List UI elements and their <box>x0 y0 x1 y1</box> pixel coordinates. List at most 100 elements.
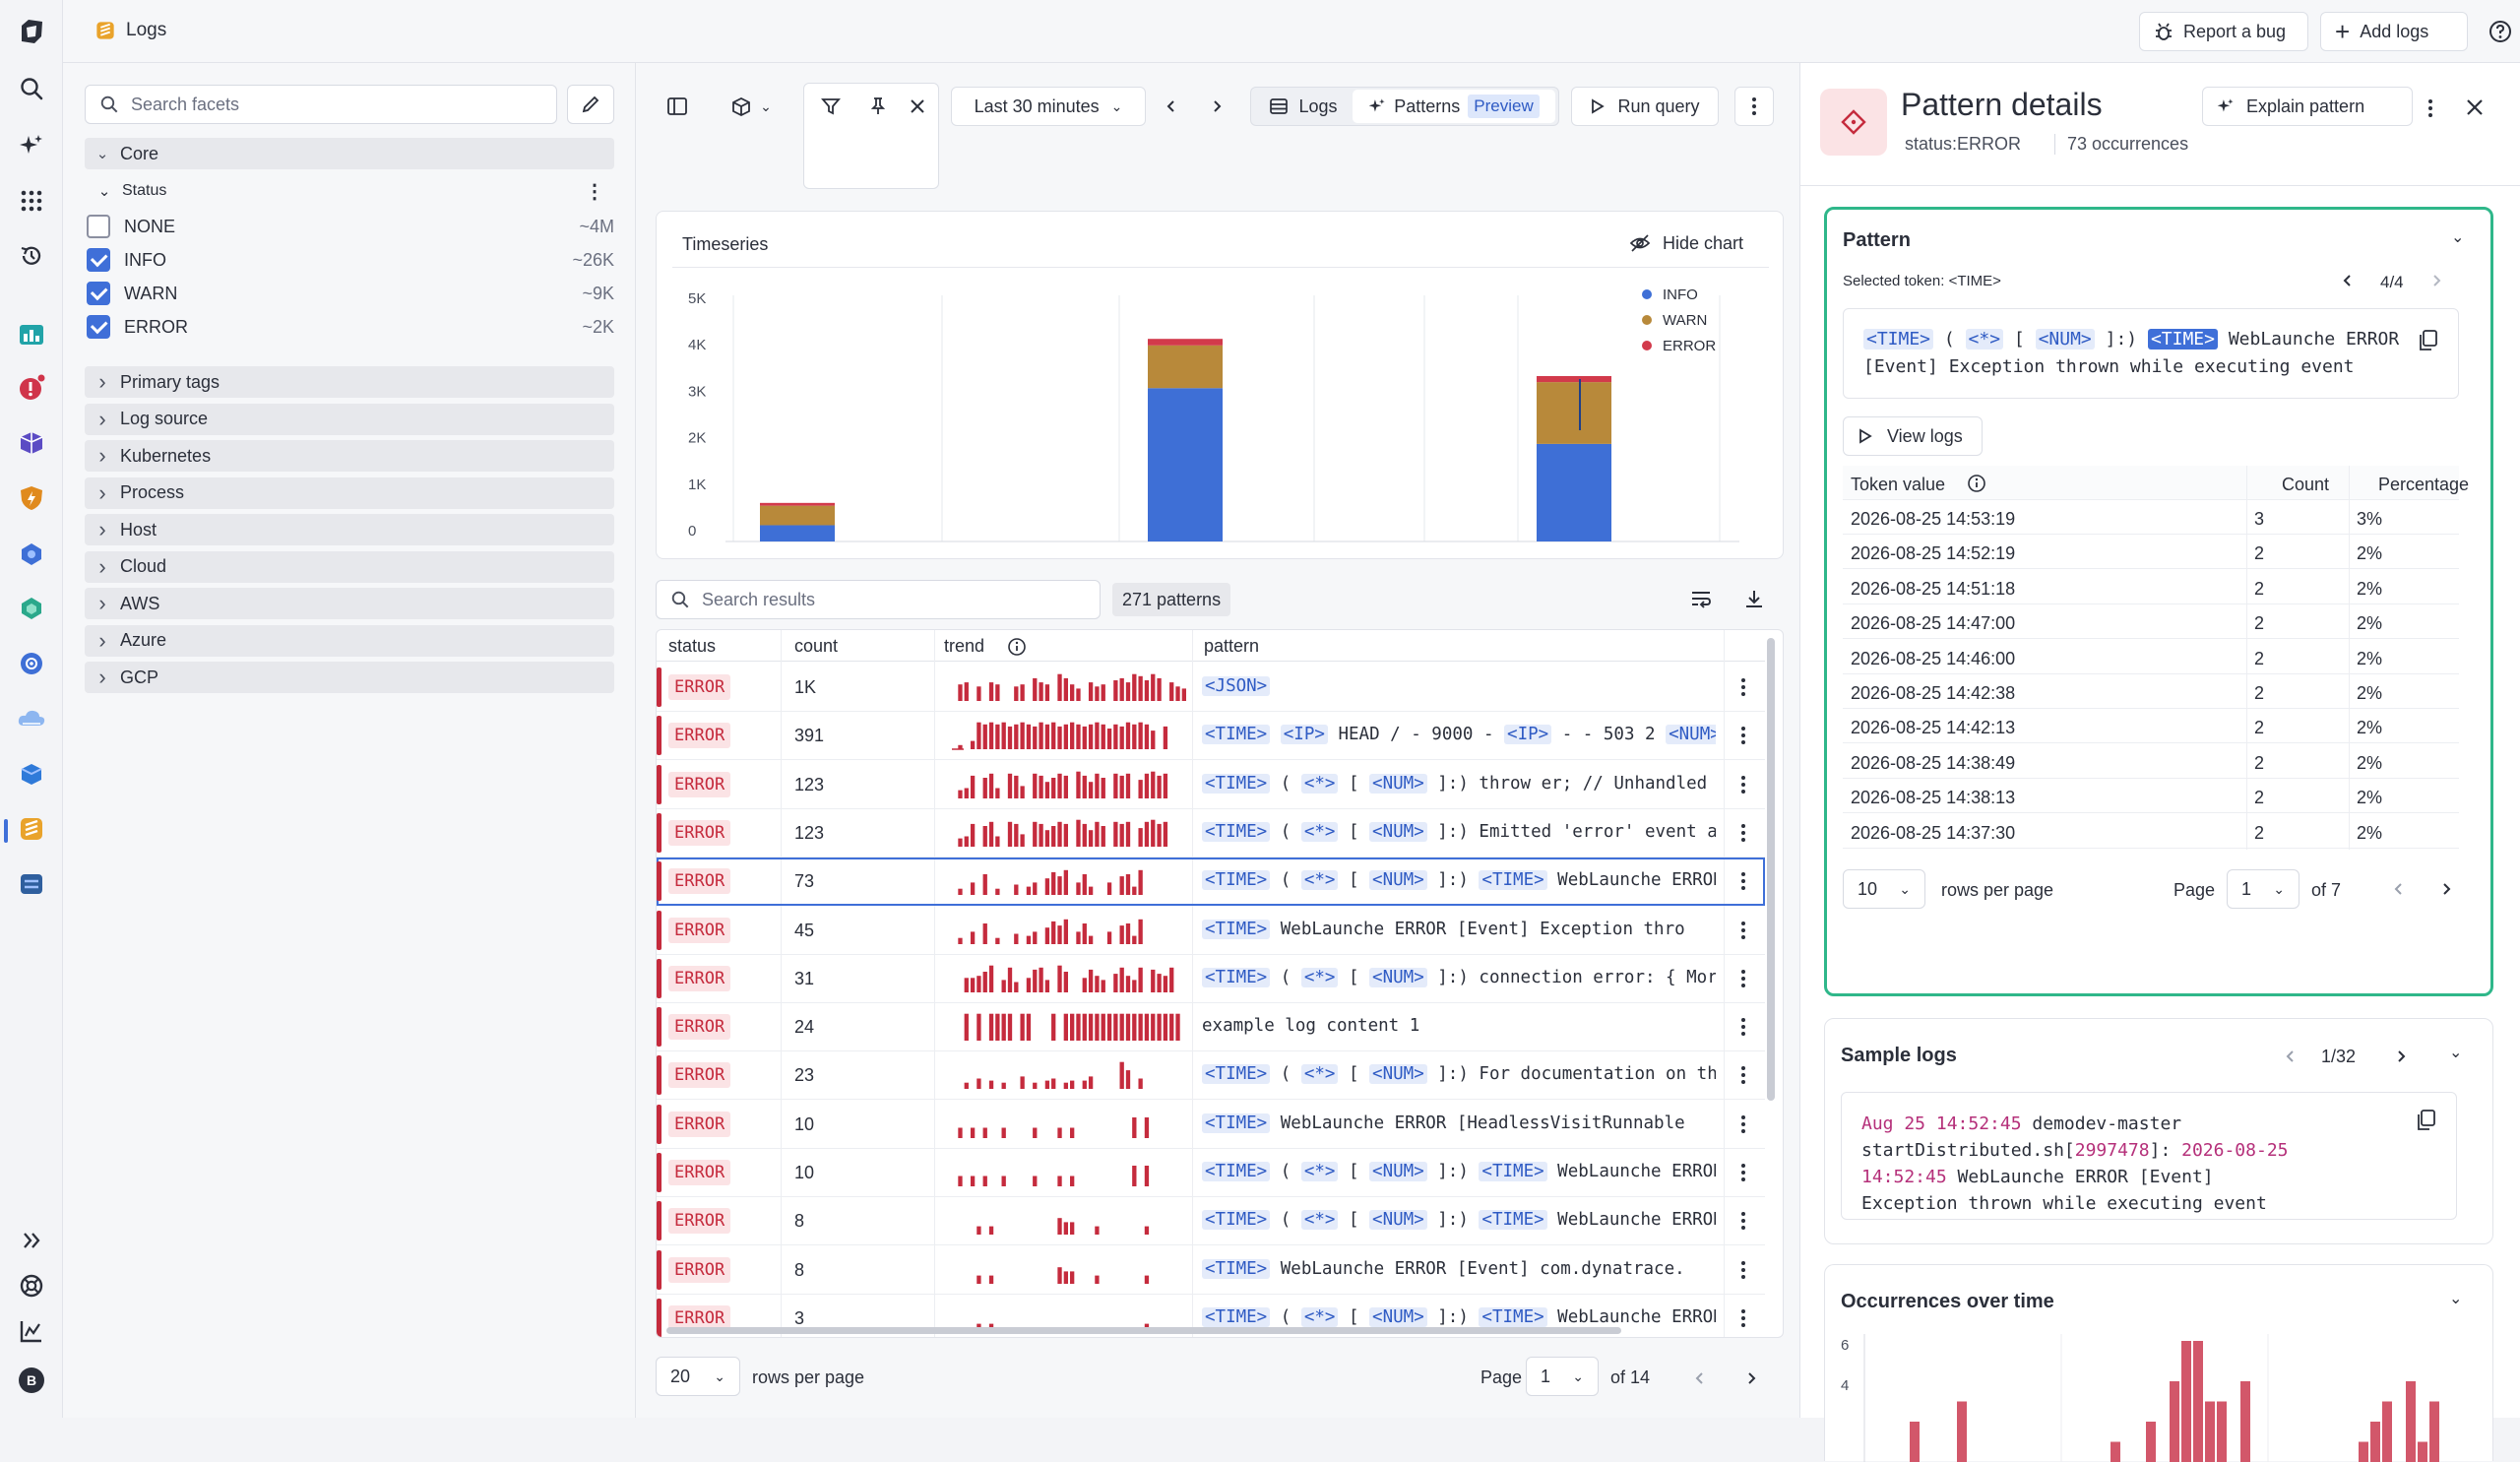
col-count[interactable]: count <box>794 636 838 657</box>
horizontal-scrollbar[interactable] <box>666 1327 1621 1334</box>
row-menu-icon[interactable] <box>1733 773 1753 796</box>
row-menu-icon[interactable] <box>1733 1258 1753 1282</box>
facet-group[interactable]: ›Kubernetes <box>85 440 614 472</box>
tab-patterns[interactable]: Patterns Preview <box>1353 90 1555 123</box>
col-token-value[interactable]: Token value <box>1851 475 1945 495</box>
facet-group[interactable]: ›Log source <box>85 404 614 435</box>
pattern-token[interactable]: <TIME> <box>1202 774 1270 794</box>
facet-status-option[interactable]: NONE~4M <box>87 211 614 242</box>
row-menu-icon[interactable] <box>1733 675 1753 699</box>
pattern-token[interactable]: <*> <box>1966 329 2004 350</box>
facet-status-option[interactable]: INFO~26K <box>87 244 614 276</box>
pattern-token[interactable]: <*> <box>1301 1064 1339 1084</box>
token-prev-icon[interactable] <box>2341 273 2355 293</box>
pattern-token[interactable]: <TIME> <box>1202 870 1270 890</box>
row-menu-icon[interactable] <box>1733 1161 1753 1184</box>
toggle-sidebar-icon[interactable] <box>658 87 697 126</box>
explain-pattern-button[interactable]: Explain pattern <box>2202 87 2413 126</box>
pattern-token[interactable]: <*> <box>1301 870 1339 890</box>
row-menu-icon[interactable] <box>1733 869 1753 893</box>
pattern-token[interactable]: <NUM> <box>1369 1210 1427 1230</box>
pin-icon[interactable] <box>860 87 896 126</box>
bar-error[interactable] <box>760 503 835 506</box>
pattern-token[interactable]: <TIME> <box>1202 725 1270 744</box>
dynatrace-logo-icon[interactable] <box>16 16 47 47</box>
view-logs-button[interactable]: View logs <box>1843 416 1983 456</box>
col-count[interactable]: Count <box>2282 475 2329 495</box>
copy-icon[interactable] <box>2417 329 2438 357</box>
facet-group[interactable]: ›Process <box>85 477 614 509</box>
pattern-token[interactable]: <*> <box>1301 1210 1339 1230</box>
facet-group[interactable]: ›Cloud <box>85 551 614 583</box>
sample-next-icon[interactable] <box>2394 1049 2408 1069</box>
facet-status-option[interactable]: WARN~9K <box>87 278 614 309</box>
pattern-token[interactable]: <TIME> <box>1479 1162 1546 1181</box>
timeframe-prev-icon[interactable] <box>1154 87 1189 126</box>
pattern-token[interactable]: <TIME> <box>2148 329 2218 350</box>
copy-icon[interactable] <box>2415 1109 2436 1137</box>
pattern-token[interactable]: <TIME> <box>1202 1259 1270 1279</box>
pattern-token[interactable]: <NUM> <box>1369 1162 1427 1181</box>
tab-logs[interactable]: Logs <box>1256 87 1351 126</box>
sparkle-icon[interactable] <box>16 130 47 161</box>
facet-status-header[interactable]: ⌄ Status ⋮ <box>87 175 614 207</box>
pattern-token[interactable]: <TIME> <box>1479 870 1546 890</box>
pattern-token[interactable]: <TIME> <box>1863 329 1933 350</box>
close-icon[interactable] <box>2464 96 2486 123</box>
pattern-token[interactable]: <NUM> <box>2036 329 2095 350</box>
token-page-select[interactable]: 1 ⌄ <box>2227 869 2300 909</box>
pattern-token[interactable]: <TIME> <box>1479 1210 1546 1230</box>
row-menu-icon[interactable] <box>1733 724 1753 747</box>
search-results-input[interactable]: Search results <box>656 580 1101 619</box>
details-menu-icon[interactable] <box>2419 95 2442 122</box>
facet-group-core[interactable]: ⌄ Core <box>85 138 614 169</box>
download-icon[interactable] <box>1742 588 1766 616</box>
pattern-token[interactable]: <*> <box>1301 968 1339 987</box>
chevron-down-icon[interactable]: ⌄ <box>2449 1289 2462 1308</box>
kubernetes-app-icon[interactable] <box>16 648 47 679</box>
pattern-token[interactable]: <*> <box>1301 1162 1339 1181</box>
add-logs-button[interactable]: + Add logs <box>2320 12 2468 51</box>
pattern-token[interactable]: <JSON> <box>1202 676 1270 696</box>
prev-page-icon[interactable] <box>1693 1369 1707 1390</box>
pattern-token[interactable]: <NUM> <box>1666 725 1716 744</box>
apps-grid-icon[interactable] <box>16 185 47 217</box>
clear-filter-icon[interactable] <box>900 87 935 126</box>
pattern-token[interactable]: <NUM> <box>1369 774 1427 794</box>
distributed-tracing-app-icon[interactable] <box>16 538 47 569</box>
pattern-token[interactable]: <IP> <box>1281 725 1328 744</box>
info-icon[interactable] <box>1967 474 1986 498</box>
segments-dropdown[interactable]: ⌄ <box>715 87 788 126</box>
sample-prev-icon[interactable] <box>2284 1049 2298 1069</box>
col-status[interactable]: status <box>668 636 716 657</box>
bar-warn[interactable] <box>760 506 835 526</box>
chevron-down-icon[interactable]: ⌄ <box>2449 1043 2462 1062</box>
facet-group[interactable]: ›AWS <box>85 588 614 619</box>
row-menu-icon[interactable] <box>1733 821 1753 845</box>
bar-warn[interactable] <box>1537 382 1611 444</box>
bar-info[interactable] <box>760 525 835 541</box>
security-app-icon[interactable] <box>16 482 47 514</box>
clouds-app-icon[interactable] <box>16 703 47 734</box>
problems-app-icon[interactable] <box>16 372 47 404</box>
facet-group[interactable]: ›Primary tags <box>85 366 614 398</box>
expand-rail-icon[interactable] <box>16 1225 47 1256</box>
pattern-token[interactable]: <TIME> <box>1202 1162 1270 1181</box>
bar-info[interactable] <box>1537 444 1611 541</box>
pattern-token[interactable]: <*> <box>1301 1307 1339 1327</box>
